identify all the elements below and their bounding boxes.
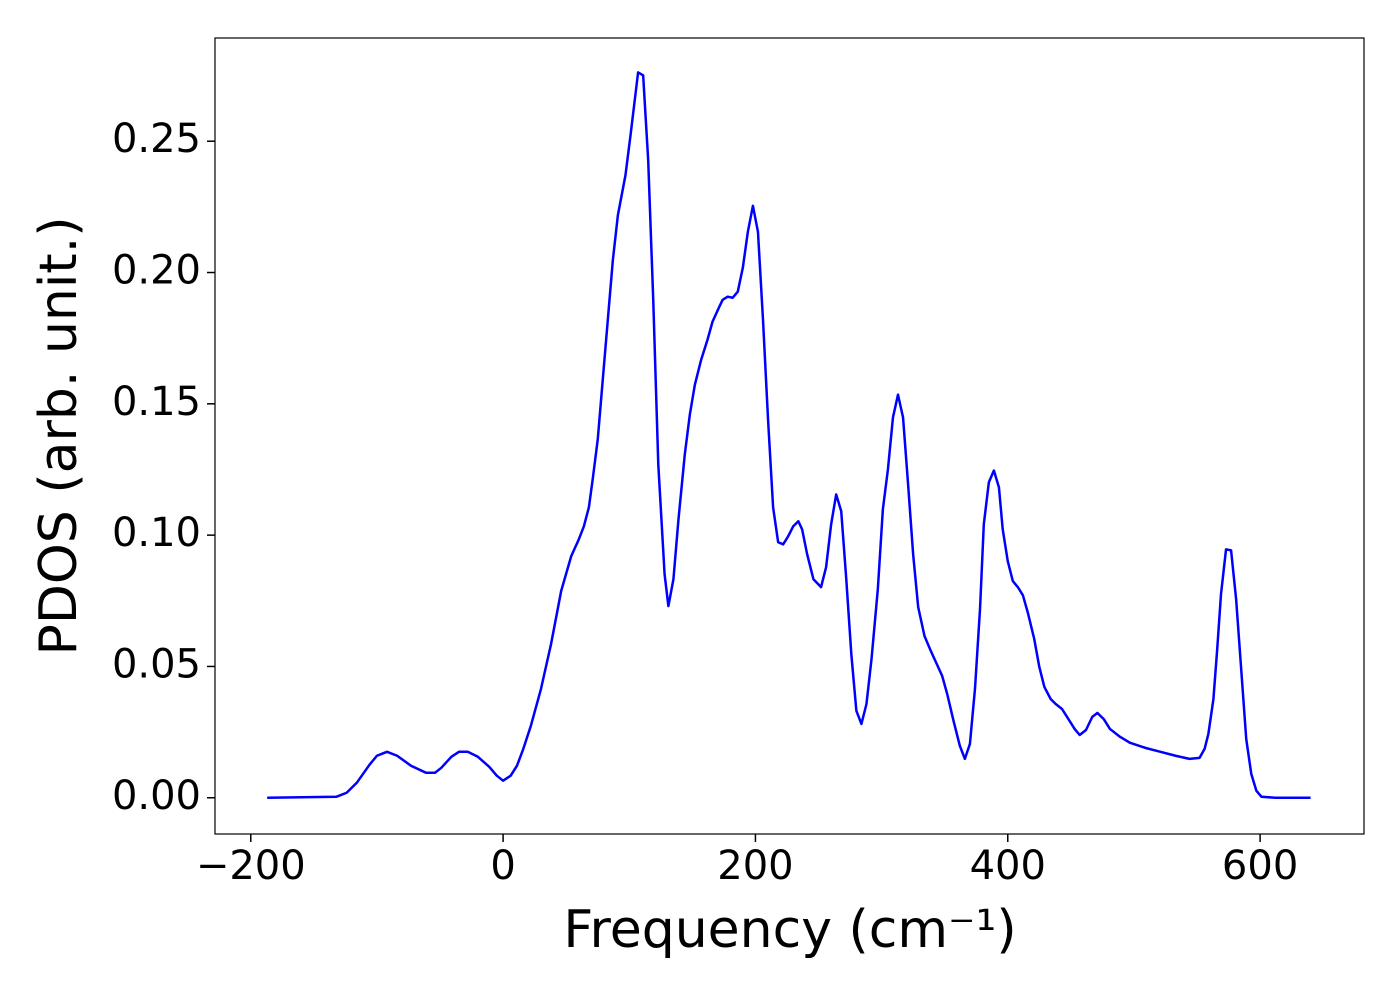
y-tick-label: 0.00 <box>112 773 201 819</box>
y-tick-label: 0.25 <box>112 116 201 162</box>
y-tick-label: 0.20 <box>112 248 201 294</box>
x-tick-label: −200 <box>196 843 306 889</box>
y-tick-label: 0.10 <box>112 510 201 556</box>
y-axis-label: PDOS (arb. unit.) <box>29 216 89 655</box>
x-tick-label: 600 <box>1222 843 1298 889</box>
x-tick-label: 0 <box>490 843 515 889</box>
y-tick-label: 0.15 <box>112 379 201 425</box>
plot-frame <box>214 37 1365 835</box>
x-tick-label: 200 <box>717 843 793 889</box>
x-tick-label: 400 <box>970 843 1046 889</box>
x-axis-label: Frequency (cm⁻¹) <box>563 900 1016 960</box>
y-tick-label: 0.05 <box>112 641 201 687</box>
line <box>267 71 1311 800</box>
